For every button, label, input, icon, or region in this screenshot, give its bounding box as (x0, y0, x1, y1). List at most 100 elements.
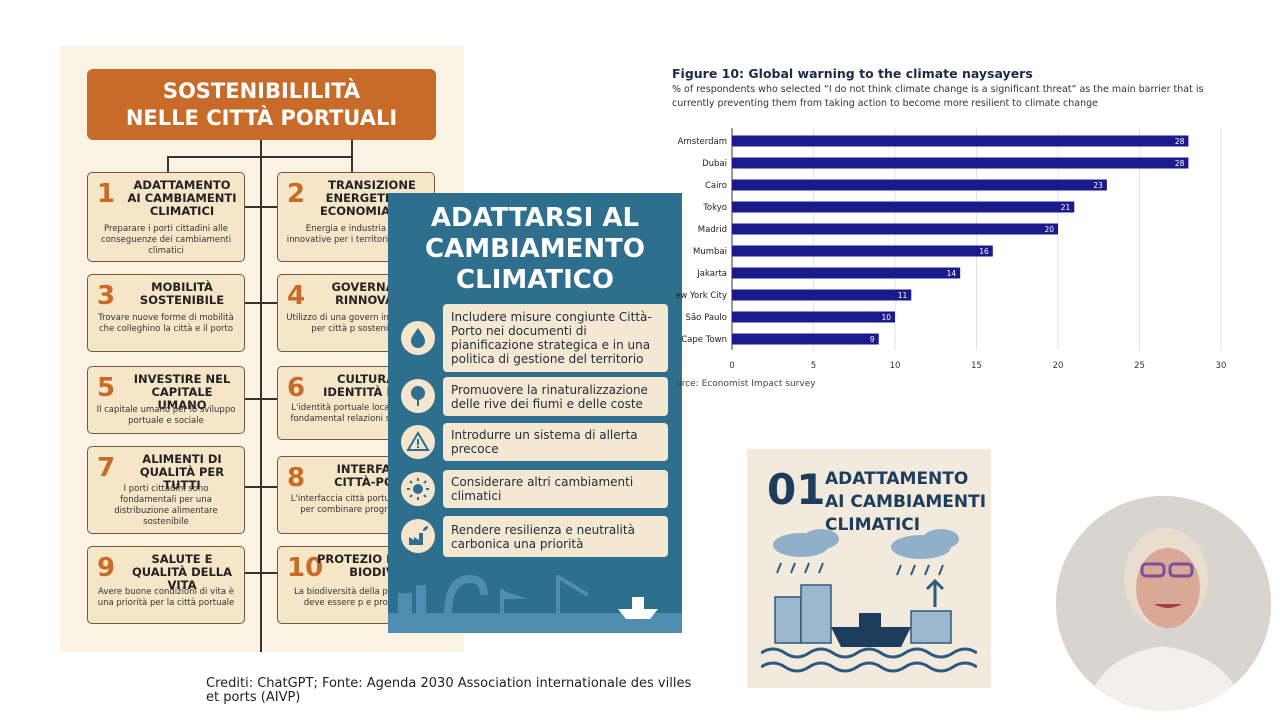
card-number: 3 (97, 281, 116, 311)
x-tick-label: 20 (1053, 361, 1064, 371)
bar (732, 267, 961, 279)
card-5: 5 INVESTIRE NEL CAPITALE UMANO Il capita… (87, 366, 245, 434)
card-3: 3 MOBILITÀ SOSTENIBILE Trovare nuove for… (87, 274, 245, 352)
branch-right-line (351, 140, 353, 172)
poster-item-text: Promuovere la rinaturalizzazione delle r… (443, 377, 668, 416)
x-tick-label: 10 (890, 361, 901, 371)
port-skyline-graphic (388, 574, 682, 633)
card-number: 4 (287, 281, 306, 311)
bar-chart: 0 5 10 15 20 25 30 Amsterdam 28 Dubai 28 Cairo 23 Tok… (675, 128, 1227, 371)
category-label: Cape Town (681, 335, 727, 345)
card-title: ADATTAMENTO AI CAMBIAMENTI CLIMATICI (127, 178, 237, 218)
bar (732, 245, 993, 257)
card-description: Energia e industria sost innovative per … (286, 224, 426, 245)
illustration-title-line1: ADATTAMENTO (825, 469, 969, 489)
card-description: Avere buone condizioni di vita è una pri… (97, 587, 235, 608)
tree-trunk-line (260, 140, 262, 652)
card-description: Trovare nuove forme di mobilità che coll… (98, 313, 234, 334)
poster-item-text: Considerare altri cambiamenti climatici (443, 470, 668, 508)
poster-item-2: Promuovere la rinaturalizzazione delle r… (396, 377, 668, 416)
card-description: Il capitale umano per lo sviluppo portua… (96, 405, 236, 426)
connector-row2 (245, 302, 277, 304)
category-label: ew York City (675, 291, 727, 301)
bar-value-label: 11 (898, 291, 908, 300)
bar (732, 157, 1189, 169)
card-number: 10 (287, 553, 324, 583)
chart-title: Figure 10: Global warning to the climate… (672, 66, 1033, 81)
bar (732, 201, 1075, 213)
poster-item-4: Considerare altri cambiamenti climatici (396, 470, 668, 508)
bar-value-label: 14 (947, 269, 957, 278)
water-drop-icon (401, 321, 435, 355)
category-label: Tokyo (702, 203, 727, 213)
bar (732, 223, 1058, 235)
category-label: Amsterdam (678, 137, 727, 147)
card-number: 9 (97, 553, 116, 583)
poster-item-3: Introdurre un sistema di allerta precoce (396, 423, 668, 461)
flood-city-graphic (761, 529, 977, 673)
bar (732, 311, 895, 323)
bar-value-label: 20 (1044, 225, 1054, 234)
poster-item-text: Includere misure congiunte Città-Porto n… (443, 304, 668, 372)
poster-item-text: Rendere resilienza e neutralità carbonic… (443, 516, 668, 557)
poster-title-line2: CAMBIAMENTO (425, 234, 645, 264)
illustration-title-line3: CLIMATICI (825, 515, 921, 535)
bar-value-label: 23 (1093, 181, 1103, 190)
connector-row5 (245, 572, 277, 574)
presenter-avatar (1056, 496, 1271, 711)
poster-item-1: Includere misure congiunte Città-Porto n… (396, 304, 668, 372)
bar (732, 333, 879, 345)
branch-left-line (167, 156, 169, 172)
card-9: 9 SALUTE E QUALITÀ DELLA VITA Avere buon… (87, 546, 245, 624)
poster-title: ADATTARSI AL CAMBIAMENTO CLIMATICO (388, 203, 682, 296)
category-label: Dubai (702, 159, 727, 169)
chart-subtitle: % of respondents who selected “I do not … (672, 84, 1204, 109)
card-number: 2 (287, 179, 306, 209)
category-label: São Paulo (686, 313, 727, 323)
card-description: Preparare i porti cittadini alle consegu… (100, 224, 232, 256)
card-number: 6 (287, 373, 306, 403)
warning-icon (401, 425, 435, 459)
bar-value-label: 9 (870, 335, 875, 344)
tree-branch-line (167, 156, 353, 158)
category-label: Madrid (698, 225, 727, 235)
infographic-title: SOSTENIBILILITÀ NELLE CITTÀ PORTUALI (87, 69, 436, 140)
card-title: MOBILITÀ SOSTENIBILE (139, 280, 225, 307)
x-tick-label: 25 (1134, 361, 1145, 371)
infographic-title-line2: NELLE CITTÀ PORTUALI (125, 105, 398, 130)
bar (732, 135, 1189, 147)
card-description: L'identità portuale loca risorsa fondame… (290, 403, 422, 424)
card-number: 8 (287, 463, 306, 493)
connector-row1 (245, 206, 277, 208)
card-title: SALUTE E QUALITÀ DELLA VITA (131, 552, 233, 592)
bar (732, 179, 1107, 191)
chart-source: urce: Economist Impact survey (676, 379, 816, 389)
climate-adaptation-poster: ADATTARSI AL CAMBIAMENTO CLIMATICO Inclu… (388, 193, 682, 633)
tree-icon (401, 379, 435, 413)
category-label: Cairo (705, 181, 727, 191)
illustration-number: 01 (767, 465, 826, 514)
bar-value-label: 21 (1061, 203, 1071, 212)
x-tick-label: 15 (971, 361, 982, 371)
card-description: I porti cittadini sono fondamentali per … (114, 484, 218, 527)
bar-value-label: 10 (881, 313, 891, 322)
bar-value-label: 16 (979, 247, 989, 256)
sun-icon (401, 472, 435, 506)
card-description: Utilizzo di una govern innovativa per ci… (286, 313, 426, 334)
bar (732, 289, 912, 301)
poster-item-5: Rendere resilienza e neutralità carbonic… (396, 516, 668, 557)
connector-row4 (245, 486, 277, 488)
category-label: Jakarta (696, 269, 727, 279)
poster-title-line3: CLIMATICO (456, 265, 614, 295)
adaptation-illustration: 01 ADATTAMENTO AI CAMBIAMENTI CLIMATICI (747, 449, 991, 688)
x-tick-label: 30 (1216, 361, 1227, 371)
card-description: L'interfaccia città portu risorsa per co… (290, 494, 422, 515)
factory-leaf-icon (401, 519, 435, 553)
card-7: 7 ALIMENTI DI QUALITÀ PER TUTTI I porti … (87, 446, 245, 534)
card-number: 1 (97, 179, 116, 209)
credits-caption: Crediti: ChatGPT; Fonte: Agenda 2030 Ass… (206, 676, 692, 705)
card-number: 5 (97, 373, 116, 403)
card-title: ALIMENTI DI QUALITÀ PER TUTTI (139, 452, 225, 492)
bar-value-label: 28 (1175, 159, 1185, 168)
card-description: La biodiversità della portuale deve esse… (293, 587, 419, 608)
